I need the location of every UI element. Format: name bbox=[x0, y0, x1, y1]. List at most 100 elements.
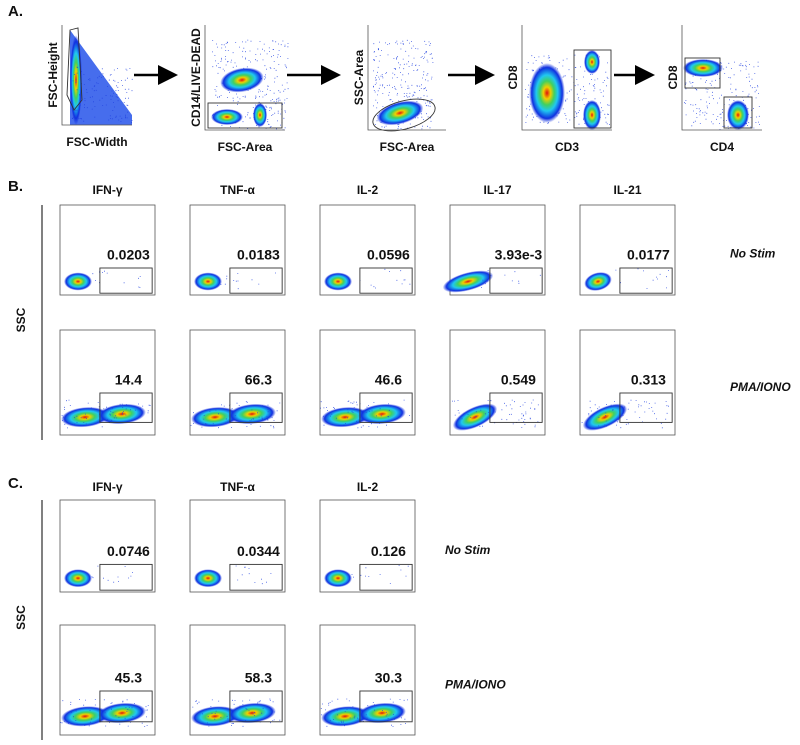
gate bbox=[359, 563, 413, 591]
plot-frame bbox=[189, 204, 286, 296]
gate bbox=[489, 392, 543, 423]
event-dots bbox=[615, 268, 669, 289]
gate bbox=[372, 98, 436, 132]
gate bbox=[229, 690, 283, 723]
column-header: IFN-γ bbox=[93, 480, 123, 494]
y-axis-label: CD14/LIVE-DEAD bbox=[189, 28, 203, 127]
column-header: IL-21 bbox=[613, 183, 641, 197]
density-blob bbox=[584, 50, 600, 74]
gate bbox=[684, 57, 721, 89]
plot-frame bbox=[449, 329, 546, 436]
density-blob bbox=[324, 569, 352, 588]
gate-value: 0.549 bbox=[501, 372, 536, 388]
x-axis-label: FSC-Width bbox=[66, 135, 127, 149]
event-dots bbox=[320, 698, 408, 727]
plot-frame bbox=[189, 499, 286, 593]
column-header: IL-17 bbox=[483, 183, 511, 197]
y-axis-label: CD8 bbox=[666, 65, 680, 89]
density-blob bbox=[584, 272, 612, 291]
plot-frame bbox=[319, 204, 416, 296]
plot-frame bbox=[319, 499, 416, 593]
x-axis-label: CD4 bbox=[710, 140, 734, 154]
gate bbox=[207, 102, 283, 129]
plot-axes bbox=[204, 25, 285, 131]
plot-frame bbox=[319, 329, 416, 436]
panel-label: C. bbox=[8, 475, 23, 492]
density-blob bbox=[211, 109, 243, 125]
density-blob bbox=[228, 702, 276, 724]
gate bbox=[229, 267, 283, 294]
event-dots bbox=[60, 699, 149, 727]
gate bbox=[573, 49, 612, 129]
gate-value: 0.0203 bbox=[107, 247, 150, 263]
y-axis-label: SSC-Area bbox=[352, 50, 366, 106]
column-header: IL-2 bbox=[357, 183, 379, 197]
density-blob bbox=[228, 403, 276, 425]
gate-value: 0.313 bbox=[631, 372, 666, 388]
plot-axes bbox=[681, 25, 762, 131]
gate bbox=[723, 96, 753, 129]
plot-frame bbox=[189, 624, 286, 736]
event-dots bbox=[220, 272, 276, 290]
density-blob bbox=[324, 272, 352, 291]
row-condition: No Stim bbox=[445, 543, 491, 557]
plot-frame bbox=[579, 329, 676, 436]
panel-label: A. bbox=[8, 3, 23, 20]
event-dots bbox=[581, 399, 669, 429]
event-dots bbox=[235, 565, 272, 585]
y-axis-label: SSC bbox=[14, 605, 28, 630]
panel-label: B. bbox=[8, 178, 23, 195]
density-blob bbox=[583, 100, 601, 130]
plot-frame bbox=[59, 624, 156, 736]
gate-value: 0.126 bbox=[371, 543, 406, 559]
event-dots bbox=[192, 698, 281, 727]
y-axis-label: SSC bbox=[14, 307, 28, 332]
event-dots bbox=[61, 399, 151, 429]
event-dots bbox=[91, 565, 133, 583]
plot-frame bbox=[59, 499, 156, 593]
density-blob bbox=[442, 270, 494, 293]
row-condition: PMA/IONO bbox=[445, 678, 506, 692]
gate-value: 30.3 bbox=[375, 670, 402, 686]
gate-value: 66.3 bbox=[245, 372, 272, 388]
density-blob bbox=[61, 706, 109, 727]
density-blob bbox=[582, 403, 628, 431]
gate bbox=[99, 563, 153, 591]
plot-frame bbox=[579, 204, 676, 296]
density-blob bbox=[727, 100, 749, 130]
gate bbox=[359, 690, 413, 723]
row-condition: PMA/IONO bbox=[730, 380, 791, 394]
density-blob bbox=[321, 706, 369, 727]
plot-axes bbox=[61, 25, 132, 126]
event-dots bbox=[72, 66, 133, 124]
gate-value: 0.0344 bbox=[237, 543, 280, 559]
gate-value: 0.0183 bbox=[237, 247, 280, 263]
event-dots bbox=[373, 39, 434, 130]
x-axis-label: CD3 bbox=[555, 140, 579, 154]
density-blob bbox=[452, 403, 498, 431]
gate bbox=[229, 392, 283, 423]
density-blob bbox=[98, 702, 146, 724]
gate-value: 3.93e-3 bbox=[495, 247, 543, 263]
density-blob bbox=[376, 100, 424, 126]
density-blob bbox=[194, 272, 222, 291]
density-blob bbox=[194, 569, 222, 588]
column-header: IFN-γ bbox=[93, 183, 123, 197]
gate bbox=[229, 563, 283, 591]
y-axis-label: FSC-Height bbox=[46, 42, 60, 107]
column-header: TNF-α bbox=[220, 183, 255, 197]
event-dots bbox=[351, 565, 409, 584]
gate bbox=[99, 267, 153, 294]
density-blob bbox=[61, 406, 109, 428]
gate-value: 45.3 bbox=[115, 670, 142, 686]
gate-value: 0.0746 bbox=[107, 543, 150, 559]
density-blob bbox=[253, 103, 267, 127]
density-blob bbox=[191, 406, 239, 428]
event-dots bbox=[452, 399, 539, 428]
x-axis-label: FSC-Area bbox=[218, 140, 273, 154]
density-blob bbox=[64, 569, 92, 588]
plot-axes bbox=[521, 25, 612, 131]
gate bbox=[489, 267, 543, 294]
density-blob bbox=[191, 706, 239, 727]
